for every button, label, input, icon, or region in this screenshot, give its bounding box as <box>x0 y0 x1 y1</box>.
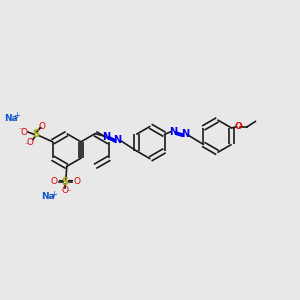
Text: N: N <box>181 129 189 139</box>
Text: O: O <box>38 122 45 130</box>
Text: N: N <box>102 132 110 142</box>
Text: S: S <box>62 177 69 187</box>
Text: O: O <box>21 128 28 136</box>
Text: O: O <box>26 138 33 147</box>
Text: O: O <box>234 122 242 131</box>
Text: Na: Na <box>41 192 55 201</box>
Text: ⁻: ⁻ <box>24 141 28 150</box>
Text: O: O <box>62 186 69 195</box>
Text: +: + <box>14 111 20 120</box>
Text: N: N <box>169 127 178 137</box>
Text: N: N <box>114 135 122 145</box>
Text: S: S <box>33 129 40 140</box>
Text: +: + <box>51 190 57 199</box>
Text: O: O <box>73 177 80 186</box>
Text: ⁻: ⁻ <box>19 125 23 134</box>
Text: O: O <box>50 177 58 186</box>
Text: ⁻: ⁻ <box>67 187 71 196</box>
Text: Na: Na <box>4 113 18 122</box>
